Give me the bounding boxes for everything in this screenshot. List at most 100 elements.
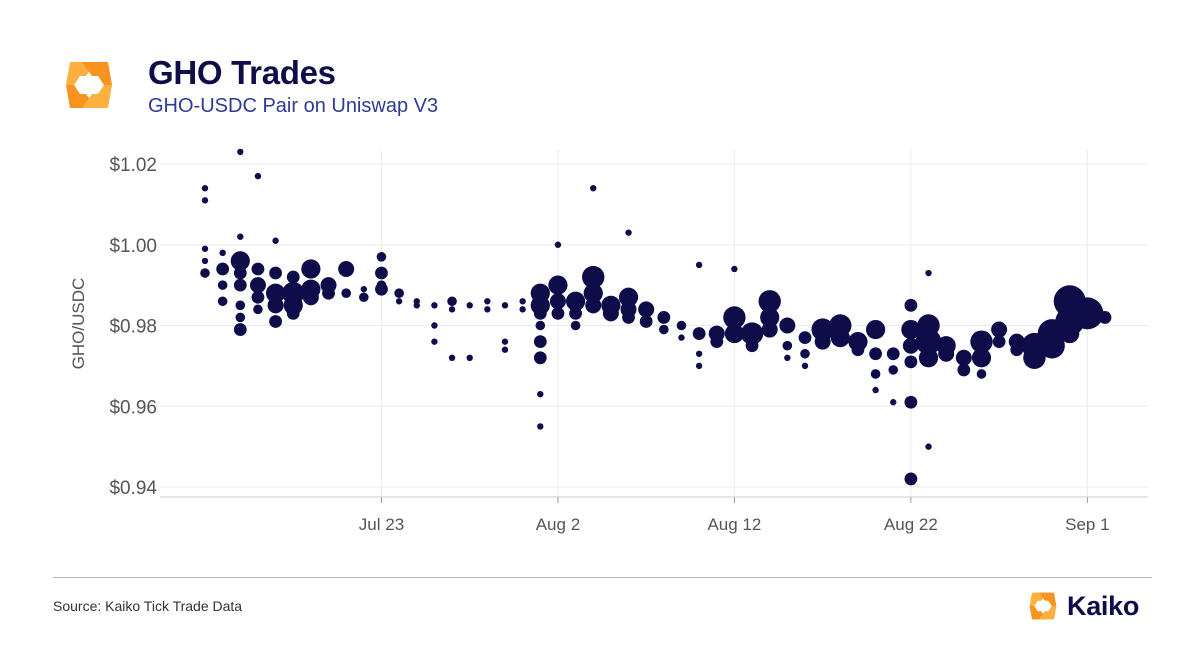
data-point — [692, 327, 706, 340]
data-point — [431, 322, 438, 329]
data-point — [678, 334, 685, 341]
data-point — [800, 348, 810, 359]
data-point — [890, 399, 897, 406]
data-point — [955, 349, 972, 366]
brand: Kaiko — [1025, 588, 1139, 624]
data-point — [869, 347, 882, 361]
data-point — [870, 369, 881, 379]
data-point — [484, 298, 491, 305]
data-point — [798, 331, 812, 345]
data-point — [533, 306, 547, 320]
data-point — [925, 269, 932, 277]
data-point — [830, 328, 850, 348]
y-axis-label: GHO/USDC — [69, 278, 88, 370]
data-point — [695, 350, 703, 357]
data-point — [723, 306, 746, 329]
data-point — [466, 302, 473, 309]
x-tick-label: Jul 23 — [359, 515, 404, 534]
data-point — [676, 320, 687, 331]
y-tick-label: $0.94 — [109, 478, 157, 499]
data-point — [565, 291, 586, 311]
data-point — [519, 306, 526, 313]
data-point — [448, 354, 456, 361]
data-point — [533, 351, 547, 365]
y-tick-label: $1.02 — [109, 155, 157, 176]
data-point — [301, 259, 321, 279]
data-point — [431, 302, 438, 309]
data-point — [395, 298, 403, 305]
data-point — [851, 343, 865, 357]
data-point — [1039, 332, 1065, 359]
data-point — [904, 355, 918, 369]
data-point — [269, 315, 282, 328]
data-point — [758, 290, 781, 313]
data-point — [801, 362, 809, 370]
data-point — [888, 365, 899, 375]
data-point — [992, 335, 1006, 349]
data-point — [272, 237, 279, 244]
data-point — [448, 306, 456, 313]
data-point — [217, 280, 228, 290]
data-point — [991, 321, 1008, 338]
y-tick-label: $1.00 — [109, 236, 157, 257]
data-point — [533, 335, 547, 349]
data-point — [375, 266, 388, 280]
data-point — [217, 296, 228, 307]
data-point — [1060, 323, 1080, 344]
data-point — [657, 311, 671, 324]
data-point — [865, 319, 886, 340]
data-point — [237, 233, 244, 240]
data-point — [971, 348, 992, 368]
data-point — [925, 443, 932, 450]
source-note: Source: Kaiko Tick Trade Data — [53, 598, 243, 614]
data-point — [341, 288, 351, 299]
data-point — [201, 245, 209, 252]
data-point — [286, 306, 300, 320]
chart-subtitle: GHO-USDC Pair on Uniswap V3 — [148, 95, 439, 117]
data-point — [376, 280, 387, 290]
data-point — [251, 290, 265, 304]
data-point — [549, 293, 566, 310]
data-point — [784, 354, 791, 361]
kaiko-logo-icon — [1029, 592, 1057, 620]
data-point — [695, 261, 703, 269]
brand-name: Kaiko — [1067, 590, 1140, 621]
y-tick-label: $0.96 — [109, 397, 157, 418]
data-point — [466, 354, 473, 361]
data-point — [537, 390, 544, 398]
data-point — [201, 197, 209, 204]
data-point — [569, 306, 582, 320]
data-point — [360, 285, 368, 293]
data-point — [1098, 311, 1112, 324]
data-point — [724, 323, 745, 344]
data-point — [237, 148, 244, 156]
data-point — [639, 315, 653, 328]
data-point — [638, 301, 655, 318]
data-point — [431, 338, 438, 345]
data-point — [622, 311, 635, 324]
data-point — [235, 300, 246, 311]
footer-divider — [53, 577, 1152, 578]
x-tick-label: Aug 2 — [536, 515, 580, 534]
data-point — [233, 278, 247, 292]
data-point — [886, 347, 900, 361]
data-point — [814, 333, 831, 350]
data-point — [659, 324, 669, 335]
data-point — [535, 320, 546, 331]
data-point — [602, 305, 619, 322]
y-tick-label: $0.98 — [109, 317, 157, 338]
data-point — [447, 296, 457, 307]
data-point — [902, 337, 919, 354]
data-point — [957, 363, 971, 377]
data-point — [230, 251, 250, 271]
data-point — [779, 317, 796, 334]
data-point — [904, 395, 918, 409]
data-point — [976, 369, 987, 379]
data-point — [811, 318, 834, 341]
data-point — [249, 277, 266, 294]
data-point — [200, 268, 210, 278]
data-point — [253, 304, 263, 315]
data-point — [286, 270, 300, 284]
data-point — [233, 266, 247, 280]
data-point — [745, 339, 759, 353]
